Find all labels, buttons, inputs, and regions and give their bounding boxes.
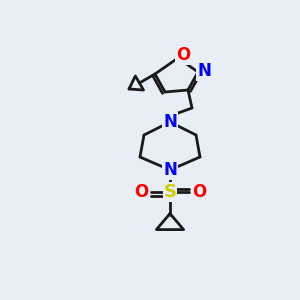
Text: O: O: [176, 46, 190, 64]
Text: S: S: [164, 183, 176, 201]
Text: N: N: [163, 113, 177, 131]
Text: N: N: [163, 161, 177, 179]
Text: N: N: [197, 62, 211, 80]
Text: O: O: [192, 183, 206, 201]
Text: O: O: [134, 183, 148, 201]
